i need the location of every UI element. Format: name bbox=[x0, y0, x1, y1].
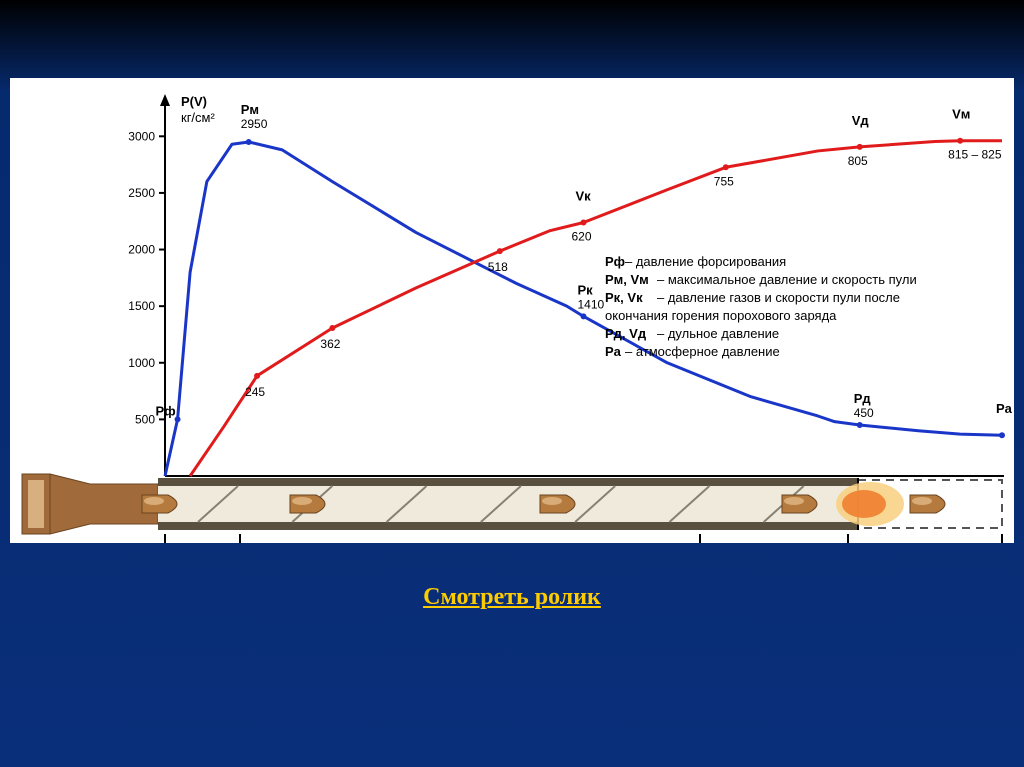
svg-text:2000: 2000 bbox=[128, 243, 155, 257]
legend-symbol: Pм, Vм bbox=[605, 272, 649, 287]
yaxis-label: P(V) bbox=[181, 94, 207, 109]
velocity-point-label: Vм bbox=[952, 107, 970, 122]
svg-text:2950: 2950 bbox=[241, 117, 268, 131]
legend-symbol: Pф bbox=[605, 254, 625, 269]
velocity-point-label: Vк bbox=[576, 188, 592, 203]
legend-text: – давление форсирования bbox=[625, 254, 786, 269]
svg-text:815 – 825: 815 – 825 bbox=[948, 148, 1002, 162]
slide-root: P(V)кг/см² 500 1000 1500 2000 2500 3000 Pф Pм295… bbox=[0, 0, 1024, 767]
ballistics-figure: P(V)кг/см² 500 1000 1500 2000 2500 3000 Pф Pм295… bbox=[10, 78, 1014, 543]
pressure-point-label: Pм bbox=[241, 102, 259, 117]
svg-text:500: 500 bbox=[135, 412, 155, 426]
legend-text: – атмосферное давление bbox=[625, 344, 780, 359]
svg-text:1410: 1410 bbox=[578, 297, 605, 311]
svg-text:518: 518 bbox=[488, 260, 508, 274]
legend-text: – давление газов и скорости пули после bbox=[657, 290, 900, 305]
pressure-point-label: Pк bbox=[578, 282, 594, 297]
svg-text:755: 755 bbox=[714, 174, 734, 188]
watch-video-link[interactable]: Смотреть ролик bbox=[0, 584, 1024, 611]
velocity-point-label: Vд bbox=[852, 113, 870, 128]
svg-text:1000: 1000 bbox=[128, 356, 155, 370]
legend-text: – дульное давление bbox=[657, 326, 779, 341]
pressure-point-label: Pф bbox=[156, 403, 176, 418]
svg-text:1500: 1500 bbox=[128, 299, 155, 313]
ballistics-chart: P(V)кг/см² 500 1000 1500 2000 2500 3000 Pф Pм295… bbox=[10, 78, 1014, 543]
svg-text:3000: 3000 bbox=[128, 129, 155, 143]
svg-text:450: 450 bbox=[854, 406, 874, 420]
legend-symbol: Pа bbox=[605, 344, 622, 359]
pressure-point-label: Pа bbox=[996, 401, 1013, 416]
legend-symbol: Pк, Vк bbox=[605, 290, 643, 305]
pressure-point-label: Pд bbox=[854, 391, 872, 406]
svg-text:805: 805 bbox=[848, 154, 868, 168]
yaxis-unit: кг/см² bbox=[181, 110, 215, 125]
svg-text:2500: 2500 bbox=[128, 186, 155, 200]
svg-text:245: 245 bbox=[245, 385, 265, 399]
legend-text: – максимальное давление и скорость пули bbox=[657, 272, 917, 287]
svg-text:620: 620 bbox=[572, 229, 592, 243]
legend-text: окончания горения порохового заряда bbox=[605, 308, 837, 323]
svg-text:362: 362 bbox=[320, 337, 340, 351]
legend-symbol: Pд, Vд bbox=[605, 326, 647, 341]
